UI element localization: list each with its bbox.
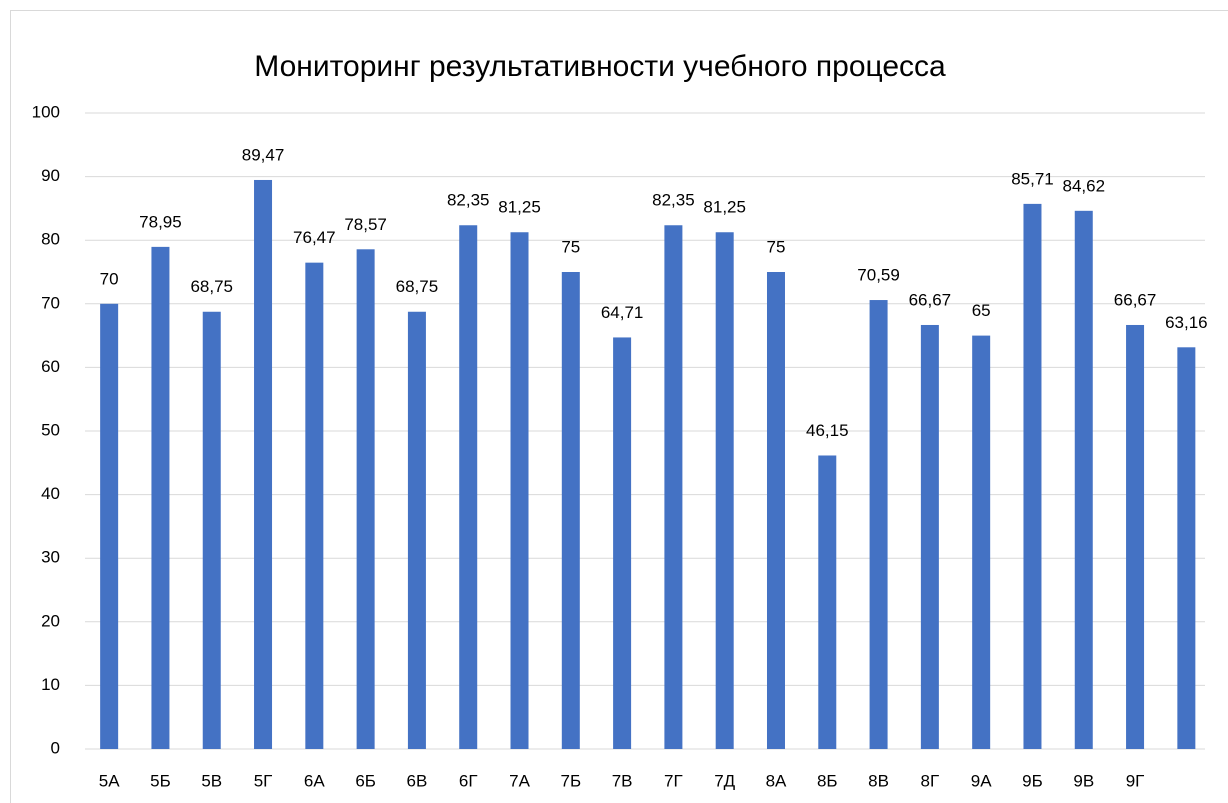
data-label: 85,71 [1011,169,1054,188]
bar [715,232,734,749]
x-tick-label: 7Б [560,771,581,790]
data-label: 89,47 [242,145,285,164]
bar [356,249,375,749]
bar [407,311,426,749]
data-label: 63,16 [1165,313,1208,332]
bar [510,232,529,749]
data-label: 64,71 [601,303,644,322]
data-label: 70,59 [857,266,900,285]
data-label: 46,15 [806,421,849,440]
data-label: 75 [561,237,580,256]
data-label: 81,25 [703,198,746,217]
data-label: 78,95 [139,212,182,231]
bar [254,179,273,749]
bar [1074,210,1093,750]
x-tick-label: 7А [509,771,530,790]
data-label: 70 [100,269,119,288]
y-tick-label: 40 [41,484,60,503]
x-tick-label: 8В [868,771,889,790]
bar [664,225,683,749]
bar [972,335,991,749]
x-tick-label: 8Б [817,771,838,790]
data-label: 75 [767,237,786,256]
x-tick-label: 6А [304,771,325,790]
data-label: 66,67 [1114,290,1157,309]
bar [459,225,478,749]
x-tick-label: 6Г [459,771,478,790]
x-tick-label: 7Г [664,771,683,790]
bar [202,311,221,749]
x-tick-label: 7В [612,771,633,790]
y-tick-label: 100 [32,102,60,121]
data-label: 65 [972,301,991,320]
y-tick-label: 30 [41,548,60,567]
bar [920,324,939,749]
y-tick-label: 20 [41,611,60,630]
y-tick-label: 10 [41,675,60,694]
bar [1126,324,1145,749]
y-tick-label: 0 [51,738,60,757]
y-tick-label: 70 [41,293,60,312]
x-tick-label: 9Б [1022,771,1043,790]
y-tick-label: 50 [41,420,60,439]
bar [1023,203,1042,749]
data-label: 68,75 [396,277,439,296]
data-label: 81,25 [498,198,541,217]
x-tick-label: 7Д [714,771,735,790]
x-tick-label: 5В [201,771,222,790]
x-tick-label: 5Г [254,771,273,790]
y-tick-label: 60 [41,357,60,376]
data-label: 76,47 [293,228,336,247]
x-tick-label: 6Б [355,771,376,790]
bar [766,272,785,749]
y-tick-label: 90 [41,166,60,185]
x-tick-label: 5А [99,771,120,790]
x-tick-label: 8Г [921,771,940,790]
data-label: 78,57 [344,215,387,234]
bar [561,272,580,749]
x-tick-label: 9В [1073,771,1094,790]
x-tick-label: 8А [766,771,787,790]
x-tick-label: 6В [407,771,428,790]
chart-title: Мониторинг результативности учебного про… [254,50,946,83]
bar [613,337,632,749]
bar [305,262,324,749]
data-label: 66,67 [909,290,952,309]
bar [818,455,837,749]
data-label: 84,62 [1062,176,1105,195]
x-tick-label: 5Б [150,771,171,790]
bar [1177,347,1196,749]
data-label: 82,35 [447,191,490,210]
y-tick-label: 80 [41,230,60,249]
bar [151,246,170,750]
data-label: 68,75 [190,277,233,296]
x-tick-label: 9Г [1126,771,1145,790]
bar [869,300,888,749]
data-label: 82,35 [652,191,695,210]
x-tick-label: 9А [971,771,992,790]
bar [100,303,119,749]
